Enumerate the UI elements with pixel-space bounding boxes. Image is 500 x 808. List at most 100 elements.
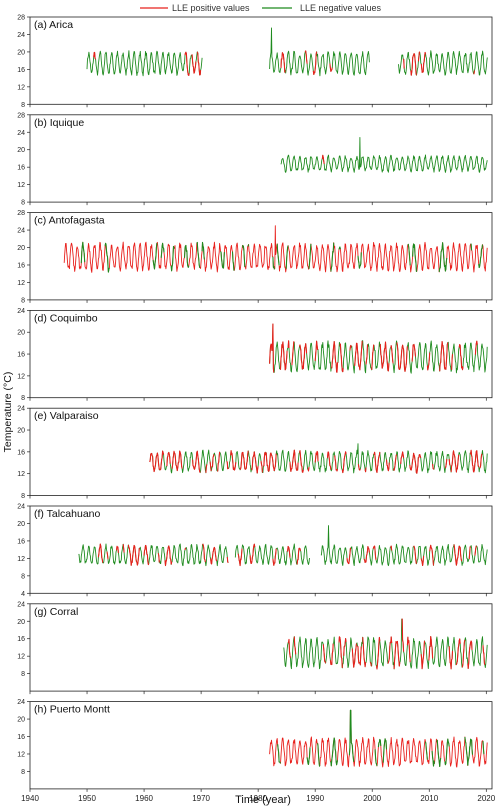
series-line-segment <box>331 345 335 369</box>
series-line-segment <box>405 346 408 364</box>
series-line-segment <box>256 466 259 474</box>
series-line-segment <box>149 452 154 463</box>
series-line-segment <box>195 450 201 473</box>
panel-2: 8 12 16 20 24 28 (b) Iquique <box>17 112 493 207</box>
series-line-segment <box>401 618 405 652</box>
series-line-segment <box>444 459 448 469</box>
y-axis-label: Temperature (°C) <box>2 372 14 453</box>
series-line-segment <box>239 452 243 471</box>
series-line-segment <box>351 643 358 668</box>
series-line-segment <box>298 450 302 461</box>
series-line-segment <box>448 459 451 466</box>
series-line-segment <box>226 556 229 564</box>
panel-title: (d) Coquimbo <box>34 312 98 324</box>
x-axis-label: Time (year) <box>235 794 291 806</box>
series-line-segment <box>413 545 417 564</box>
series-line-segment <box>316 450 319 462</box>
series-line-segment <box>369 661 372 667</box>
series-line-segment <box>243 461 248 470</box>
y-tick-label: 24 <box>17 601 25 608</box>
series-line-segment <box>143 544 148 556</box>
series-line-segment <box>160 242 165 258</box>
series-line-segment <box>152 243 158 270</box>
series-line-segment <box>192 459 197 470</box>
series-line-segment <box>268 453 272 472</box>
series-line-segment <box>354 342 359 367</box>
series-line-segment <box>152 456 157 473</box>
x-tick-label: 1950 <box>78 794 96 803</box>
series-line-segment <box>301 343 308 370</box>
series-line-segment <box>410 53 416 76</box>
series-line-segment <box>97 543 104 563</box>
series-line-segment <box>420 640 426 670</box>
y-tick-label: 16 <box>17 449 25 456</box>
series-line-segment <box>373 451 378 471</box>
series-line-segment <box>464 736 469 766</box>
series-line-segment <box>461 639 466 668</box>
series-line-segment <box>184 51 190 76</box>
series-line-segment <box>122 544 125 553</box>
y-tick-label: 20 <box>17 147 25 154</box>
series-line-segment <box>450 450 456 473</box>
y-tick-label: 4 <box>21 591 25 598</box>
series-line-segment <box>390 545 393 551</box>
series-line-segment <box>403 360 407 372</box>
series-line-segment <box>377 738 382 748</box>
y-tick-label: 24 <box>17 504 25 511</box>
series-line-segment <box>272 256 276 270</box>
panel-frame <box>29 16 493 105</box>
series-line-segment <box>362 637 365 659</box>
series-line-segment <box>231 458 237 471</box>
series-line-segment <box>155 452 161 471</box>
series-line-segment <box>209 461 212 472</box>
series-line-segment <box>272 548 277 566</box>
series-line-segment <box>334 455 339 472</box>
panel-frame <box>29 309 493 399</box>
y-tick-label: 16 <box>17 165 25 172</box>
series-line-segment <box>420 556 425 567</box>
series-line-segment <box>338 246 341 250</box>
panel-frame <box>29 603 493 692</box>
series-line-segment <box>230 450 234 459</box>
series-line-segment <box>425 749 428 760</box>
series-line <box>280 137 488 173</box>
x-tick-label: 2000 <box>363 794 381 803</box>
y-tick-label: 12 <box>17 556 25 563</box>
panel-title: (e) Valparaiso <box>34 410 99 422</box>
series-line-segment <box>132 544 138 563</box>
series-line-segment <box>438 242 445 272</box>
series-line-segment <box>177 450 183 469</box>
series-line-segment <box>167 451 171 464</box>
series-line-segment <box>429 544 435 566</box>
panel-8: 8 12 16 20 24 (h) Puerto Montt 1940 1950 1960 197… <box>17 699 496 803</box>
series-line-segment <box>397 654 401 667</box>
series-line-segment <box>453 544 456 557</box>
series-line-segment <box>365 545 370 556</box>
series-line-segment <box>280 52 286 73</box>
series-line-segment <box>482 741 485 755</box>
series-line <box>269 27 370 77</box>
series-line-segment <box>164 545 170 567</box>
y-tick-label: 8 <box>21 671 25 678</box>
series-line-segment <box>471 455 475 473</box>
series-line-segment <box>432 463 435 470</box>
series-line-segment <box>365 344 369 365</box>
series-line-segment <box>411 344 414 362</box>
series-line-segment <box>170 561 173 565</box>
series-line-segment <box>482 645 486 665</box>
y-tick-label: 12 <box>17 654 25 661</box>
series-line-segment <box>357 252 362 269</box>
series-line-segment <box>448 646 451 664</box>
series-line-segment <box>329 643 334 666</box>
series-line-segment <box>242 456 245 465</box>
series-line-segment <box>171 450 177 469</box>
series-line-segment <box>443 342 449 370</box>
series-line-segment <box>250 451 255 471</box>
series-line-segment <box>280 341 285 363</box>
panel-1: 8 12 16 20 24 28 (a) Arica <box>17 15 493 109</box>
series-line-segment <box>364 467 367 473</box>
series-line-segment <box>467 640 473 670</box>
series-line-segment <box>436 739 442 768</box>
series-line <box>283 618 488 670</box>
series-line-segment <box>314 340 319 362</box>
